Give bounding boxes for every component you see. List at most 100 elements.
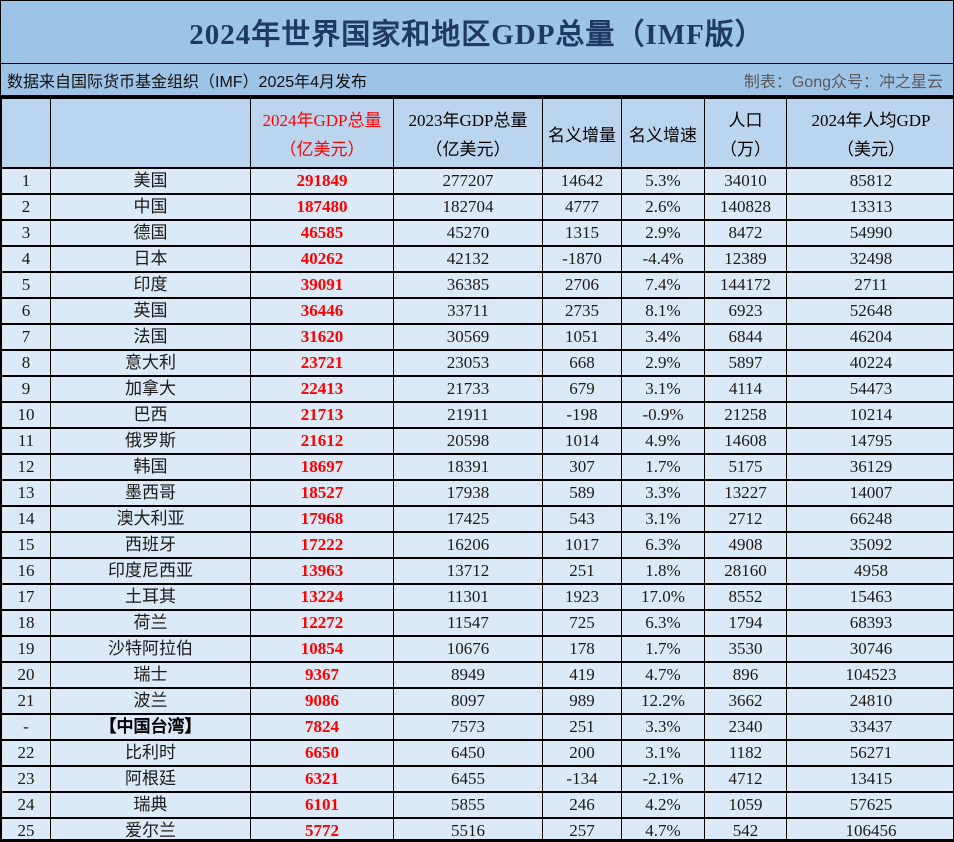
table-body: 1 美国 291849 277207 14642 5.3% 34010 85812 2 中国 187… (1, 167, 953, 839)
population-cell: 896 (704, 661, 787, 689)
rank-cell: 20 (1, 661, 51, 689)
table-row: - 【中国台湾】 7824 7573 251 3.3% 2340 33437 (1, 713, 953, 741)
rank-cell: 9 (1, 375, 51, 403)
rank-cell: - (1, 713, 51, 741)
header-population-line1: 人口 (728, 110, 763, 130)
population-cell: 6923 (704, 297, 787, 325)
country-cell: 墨西哥 (50, 479, 251, 507)
header-gdp-2024: 2024年GDP总量 （亿美元） (250, 97, 394, 169)
rank-cell: 8 (1, 349, 51, 377)
table-row: 14 澳大利亚 17968 17425 543 3.1% 2712 66248 (1, 505, 953, 533)
nominal-growth-cell: 5.3% (621, 167, 705, 195)
population-cell: 21258 (704, 401, 787, 429)
gdp-2023-cell: 10676 (393, 635, 543, 663)
table-row: 18 荷兰 12272 11547 725 6.3% 1794 68393 (1, 609, 953, 637)
gdp-per-capita-cell: 13313 (786, 193, 953, 221)
nominal-increase-cell: 14642 (542, 167, 622, 195)
rank-cell: 2 (1, 193, 51, 221)
nominal-growth-cell: 3.1% (621, 505, 705, 533)
gdp-2024-cell: 17222 (250, 531, 394, 559)
header-country (50, 97, 251, 169)
gdp-per-capita-cell: 46204 (786, 323, 953, 351)
population-cell: 542 (704, 817, 787, 839)
population-cell: 3530 (704, 635, 787, 663)
table-row: 7 法国 31620 30569 1051 3.4% 6844 46204 (1, 323, 953, 351)
nominal-increase-cell: 2706 (542, 271, 622, 299)
table-row: 9 加拿大 22413 21733 679 3.1% 4114 54473 (1, 375, 953, 403)
gdp-2024-cell: 5772 (250, 817, 394, 839)
table-row: 23 阿根廷 6321 6455 -134 -2.1% 4712 13415 (1, 765, 953, 793)
country-cell: 瑞士 (50, 661, 251, 689)
population-cell: 5175 (704, 453, 787, 481)
gdp-per-capita-cell: 36129 (786, 453, 953, 481)
gdp-per-capita-cell: 66248 (786, 505, 953, 533)
population-cell: 1182 (704, 739, 787, 767)
table-row: 3 德国 46585 45270 1315 2.9% 8472 54990 (1, 219, 953, 247)
header-gdp-2024-line1: 2024年GDP总量 (262, 110, 382, 130)
gdp-per-capita-cell: 54990 (786, 219, 953, 247)
nominal-growth-cell: 3.4% (621, 323, 705, 351)
population-cell: 4712 (704, 765, 787, 793)
table-row: 4 日本 40262 42132 -1870 -4.4% 12389 32498 (1, 245, 953, 273)
rank-cell: 25 (1, 817, 51, 839)
table-row: 24 瑞典 6101 5855 246 4.2% 1059 57625 (1, 791, 953, 819)
header-gdp-2023-line2: （亿美元） (425, 140, 511, 160)
nominal-increase-cell: 725 (542, 609, 622, 637)
nominal-increase-cell: 246 (542, 791, 622, 819)
gdp-2023-cell: 17938 (393, 479, 543, 507)
gdp-2023-cell: 6450 (393, 739, 543, 767)
population-cell: 12389 (704, 245, 787, 273)
gdp-2024-cell: 22413 (250, 375, 394, 403)
population-cell: 1794 (704, 609, 787, 637)
nominal-growth-cell: 6.3% (621, 609, 705, 637)
gdp-2023-cell: 277207 (393, 167, 543, 195)
gdp-2024-cell: 6321 (250, 765, 394, 793)
gdp-2024-cell: 31620 (250, 323, 394, 351)
rank-cell: 16 (1, 557, 51, 585)
rank-cell: 15 (1, 531, 51, 559)
gdp-per-capita-cell: 24810 (786, 687, 953, 715)
nominal-increase-cell: 257 (542, 817, 622, 839)
header-row: 2024年GDP总量 （亿美元） 2023年GDP总量 （亿美元） 名义增量 名义增… (1, 97, 953, 169)
gdp-2024-cell: 13224 (250, 583, 394, 611)
data-source-note: 数据来自国际货币基金组织（IMF）2025年4月发布 (7, 73, 368, 91)
gdp-2023-cell: 8949 (393, 661, 543, 689)
rank-cell: 7 (1, 323, 51, 351)
gdp-2024-cell: 9367 (250, 661, 394, 689)
country-cell: 澳大利亚 (50, 505, 251, 533)
nominal-increase-cell: 1017 (542, 531, 622, 559)
gdp-2023-cell: 45270 (393, 219, 543, 247)
rank-cell: 5 (1, 271, 51, 299)
population-cell: 140828 (704, 193, 787, 221)
nominal-increase-cell: 251 (542, 557, 622, 585)
gdp-2024-cell: 40262 (250, 245, 394, 273)
country-cell: 日本 (50, 245, 251, 273)
gdp-2024-cell: 23721 (250, 349, 394, 377)
gdp-2023-cell: 17425 (393, 505, 543, 533)
nominal-increase-cell: 419 (542, 661, 622, 689)
gdp-per-capita-cell: 13415 (786, 765, 953, 793)
gdp-2024-cell: 17968 (250, 505, 394, 533)
gdp-per-capita-cell: 56271 (786, 739, 953, 767)
gdp-per-capita-cell: 104523 (786, 661, 953, 689)
gdp-2024-cell: 18527 (250, 479, 394, 507)
table-row: 22 比利时 6650 6450 200 3.1% 1182 56271 (1, 739, 953, 767)
nominal-growth-cell: -0.9% (621, 401, 705, 429)
nominal-increase-cell: -198 (542, 401, 622, 429)
nominal-growth-cell: 8.1% (621, 297, 705, 325)
population-cell: 2712 (704, 505, 787, 533)
country-cell: 沙特阿拉伯 (50, 635, 251, 663)
header-nominal-increase-line1: 名义增量 (548, 125, 616, 145)
header-nominal-growth-line1: 名义增速 (629, 125, 697, 145)
population-cell: 3662 (704, 687, 787, 715)
rank-cell: 4 (1, 245, 51, 273)
table-row: 1 美国 291849 277207 14642 5.3% 34010 85812 (1, 167, 953, 195)
header-gdp-per-capita: 2024年人均GDP （美元） (786, 97, 953, 169)
table-row: 12 韩国 18697 18391 307 1.7% 5175 36129 (1, 453, 953, 481)
country-cell: 瑞典 (50, 791, 251, 819)
gdp-table: 2024年GDP总量 （亿美元） 2023年GDP总量 （亿美元） 名义增量 名义增… (1, 97, 953, 839)
nominal-growth-cell: 4.9% (621, 427, 705, 455)
country-cell: 印度尼西亚 (50, 557, 251, 585)
nominal-increase-cell: 2735 (542, 297, 622, 325)
